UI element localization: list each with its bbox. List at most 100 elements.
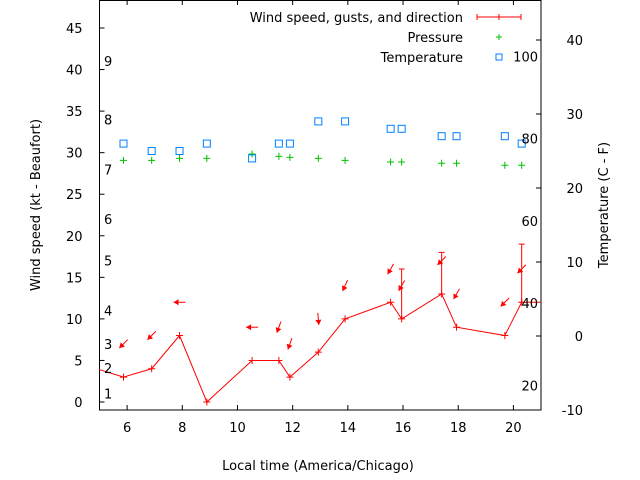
y2-tick-label: 20 [566, 182, 583, 197]
wind-speed-point [501, 332, 509, 340]
wind-speed-point [120, 373, 128, 381]
pressure-point [176, 154, 184, 162]
y2-tick-label: 30 [566, 108, 583, 123]
y2-tick-label: 10 [566, 256, 583, 271]
beaufort-label: 5 [104, 255, 112, 270]
beaufort-label: 1 [104, 388, 112, 403]
wind-speed-point [387, 298, 395, 306]
wind-direction-arrowhead [275, 327, 282, 333]
beaufort-label: 2 [104, 362, 112, 377]
beaufort-label: 7 [104, 163, 112, 178]
wind-speed-point [453, 323, 461, 331]
temperature-point [397, 124, 406, 133]
wind-direction-arrowhead [341, 285, 348, 292]
temperature-point [500, 132, 509, 141]
legend-sample-temperature [495, 53, 503, 61]
legend-sample-wind [476, 14, 522, 20]
wind-speed-line [99, 293, 541, 403]
beaufort-label: 4 [104, 305, 112, 320]
axis-ticks: 6 8 10 12 14 16 18 20051015202530354045-1001020… [66, 0, 583, 436]
pressure-point [275, 152, 283, 160]
wind-speed-point [275, 356, 283, 364]
pressure-point [248, 150, 256, 158]
temperature-point [452, 132, 461, 141]
temperature-point [386, 124, 395, 133]
pressure-point [148, 156, 156, 164]
gust-bar [438, 251, 445, 294]
y2-axis-label: Temperature (C - F) [597, 142, 612, 269]
pressure-point [501, 161, 509, 169]
x-tick-label: 18 [450, 421, 467, 436]
wind-speed-point [176, 332, 184, 340]
pressure-point [120, 156, 128, 164]
wind-speed-point [341, 315, 349, 323]
y-axis-label: Wind speed (kt - Beaufort) [29, 119, 44, 291]
fahrenheit-label: 80 [521, 133, 538, 148]
legend-sample-pressure [496, 34, 502, 40]
wind-speed-point [314, 348, 322, 356]
beaufort-label: 6 [104, 213, 112, 228]
y-tick-label: 20 [66, 230, 83, 245]
y-tick-label: 15 [66, 271, 83, 286]
wind-speed-point [203, 398, 211, 406]
wind-speed-point [248, 356, 256, 364]
beaufort-label: 3 [104, 338, 112, 353]
y-tick-label: 40 [66, 64, 83, 79]
wind-direction-arrowhead [147, 334, 154, 340]
fahrenheit-label: 40 [521, 297, 538, 312]
legend-label-temperature: Temperature [380, 51, 463, 66]
y-tick-label: 35 [66, 105, 83, 120]
temperature-point [274, 139, 283, 148]
beaufort-label: 8 [104, 113, 112, 128]
y2-tick-label: 0 [575, 330, 583, 345]
pressure-point [453, 159, 461, 167]
y-tick-label: 0 [74, 396, 82, 411]
x-axis-label: Local time (America/Chicago) [222, 459, 414, 474]
wind-direction-arrowhead [517, 267, 524, 274]
pressure-point [286, 153, 294, 161]
fahrenheit-label: 100 [513, 50, 538, 65]
y-tick-label: 30 [66, 147, 83, 162]
y-tick-label: 25 [66, 188, 83, 203]
wind-direction-arrowhead [500, 300, 507, 307]
fahrenheit-label: 20 [521, 379, 538, 394]
pressure-point [438, 159, 446, 167]
legend: Wind speed, gusts, and direction Pressur… [250, 11, 522, 66]
chart-marks [99, 117, 541, 406]
wind-direction-arrowhead [453, 293, 459, 300]
temperature-point [285, 139, 294, 148]
pressure-point [387, 158, 395, 166]
temperature-point [248, 154, 257, 163]
wind-direction-arrowhead [387, 268, 393, 275]
y-tick-label: 10 [66, 313, 83, 328]
x-tick-label: 8 [178, 421, 186, 436]
wind-direction-arrowhead [119, 342, 125, 349]
temperature-point [517, 139, 526, 148]
beaufort-label: 9 [104, 55, 112, 70]
temperature-point [119, 139, 128, 148]
temperature-point [314, 117, 323, 126]
wind-speed-point [286, 373, 294, 381]
wind-speed-point [148, 365, 156, 373]
x-tick-label: 16 [395, 421, 412, 436]
temperature-point [175, 147, 184, 155]
x-tick-label: 14 [340, 421, 357, 436]
pressure-point [398, 158, 406, 166]
gust-bar [398, 268, 405, 319]
x-tick-label: 10 [229, 421, 246, 436]
wind-direction-arrowhead [286, 343, 293, 350]
x-tick-label: 20 [505, 421, 522, 436]
y2-tick-label: -10 [562, 404, 583, 419]
y2-tick-label: 40 [566, 34, 583, 49]
temperature-point [341, 117, 350, 126]
temperature-point [437, 132, 446, 141]
pressure-point [314, 154, 322, 162]
fahrenheit-label: 60 [521, 215, 538, 230]
pressure-point [341, 156, 349, 164]
wind-direction-arrowhead [246, 324, 252, 331]
wind-direction-arrowhead [437, 259, 444, 265]
pressure-point [518, 161, 526, 169]
temperature-point [147, 147, 156, 155]
legend-label-pressure: Pressure [407, 31, 463, 46]
